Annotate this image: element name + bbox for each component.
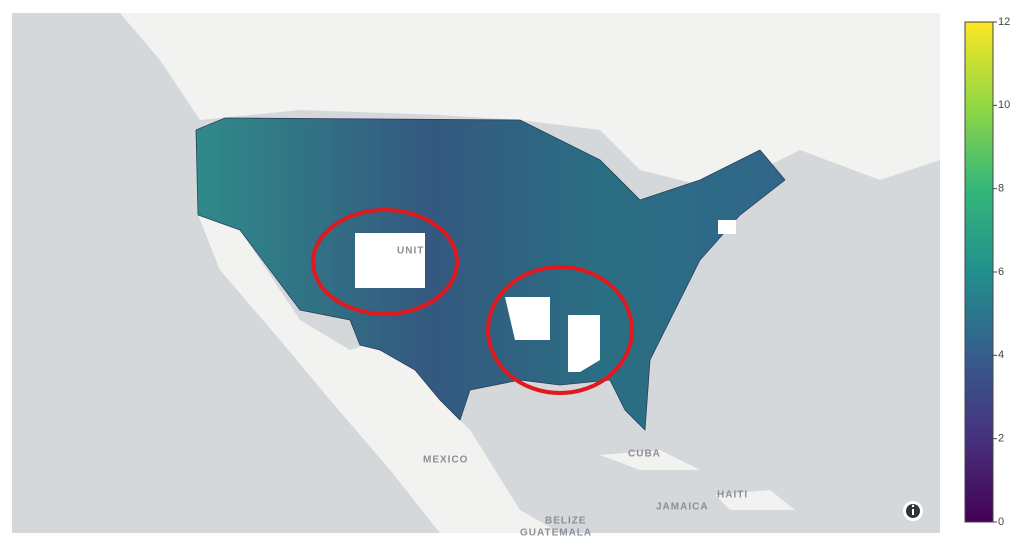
place-label: MEXICO xyxy=(423,455,468,466)
colorbar-tick-label: 0 xyxy=(998,516,1004,528)
colorbar-tick-label: 8 xyxy=(998,183,1004,195)
info-glyph xyxy=(911,504,915,508)
colorbar-tick-label: 6 xyxy=(998,266,1004,278)
colorbar-tick-label: 10 xyxy=(998,99,1010,111)
missing-alabama xyxy=(568,315,600,372)
highlight-circle xyxy=(486,265,634,395)
place-label: UNIT xyxy=(397,246,424,257)
place-label: JAMAICA xyxy=(656,502,709,513)
place-label: GUATEMALA xyxy=(520,528,592,539)
highlight-circle xyxy=(311,208,459,316)
colorbar-tick-label: 2 xyxy=(998,433,1004,445)
missing-county xyxy=(718,220,736,234)
place-label: HAITI xyxy=(717,490,748,501)
colorbar xyxy=(964,21,994,523)
missing-arkansas xyxy=(505,297,550,340)
mexico-land xyxy=(198,215,560,533)
counties xyxy=(195,117,786,431)
place-label: BELIZE xyxy=(545,516,587,527)
missing-colorado xyxy=(355,233,425,288)
place-label: CUBA xyxy=(628,449,661,460)
caribbean xyxy=(600,450,795,510)
colorbar-tick-label: 12 xyxy=(998,16,1010,28)
canada xyxy=(12,13,940,190)
info-glyph xyxy=(912,509,914,515)
colorbar-tick-label: 4 xyxy=(998,349,1004,361)
